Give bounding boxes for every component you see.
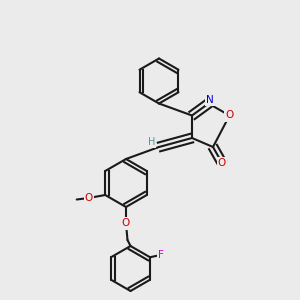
Text: N: N	[206, 94, 214, 105]
Text: O: O	[85, 193, 93, 203]
Text: O: O	[122, 218, 130, 229]
Text: H: H	[148, 136, 155, 147]
Text: F: F	[158, 250, 164, 260]
Text: O: O	[225, 110, 234, 121]
Text: O: O	[218, 158, 226, 168]
